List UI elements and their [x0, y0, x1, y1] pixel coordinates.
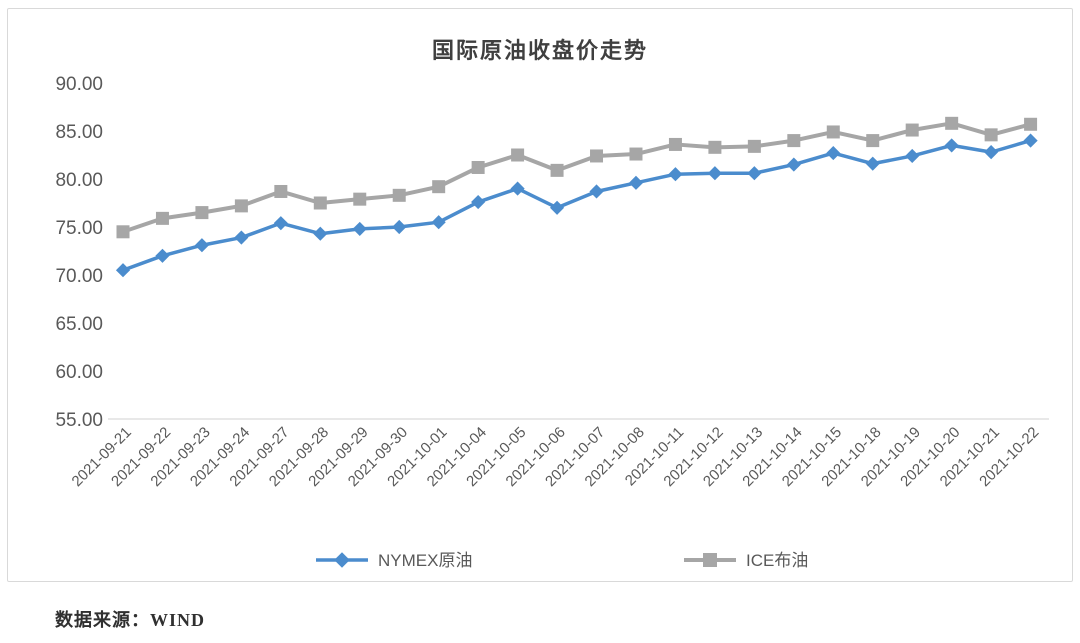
ice-marker — [313, 196, 327, 210]
ice-marker — [590, 149, 604, 163]
chart-panel: 国际原油收盘价走势 55.00 60.00 65.00 70.00 75.00 80.00… — [7, 8, 1073, 582]
y-axis-tick-label: 75.00 — [55, 218, 103, 239]
ice-marker — [787, 134, 801, 148]
ice-marker — [195, 206, 209, 220]
nymex-marker — [1023, 133, 1038, 148]
nymex-marker — [826, 146, 841, 161]
ice-marker — [708, 140, 722, 154]
ice-marker — [234, 199, 248, 213]
ice-marker — [432, 180, 446, 194]
ice-marker — [471, 160, 485, 174]
ice-marker — [984, 128, 998, 142]
nymex-marker — [747, 166, 762, 181]
ice-marker — [826, 125, 840, 139]
nymex-series-line — [122, 138, 1032, 272]
legend-ice-label: ICE布油 — [746, 551, 808, 570]
ice-marker — [747, 139, 761, 153]
nymex-marker — [234, 230, 249, 245]
ice-marker — [668, 137, 682, 151]
nymex-marker — [786, 157, 801, 172]
ice-marker — [274, 184, 288, 198]
legend-ice-marker — [703, 553, 717, 567]
legend-nymex-label: NYMEX原油 — [378, 551, 472, 570]
y-axis-tick-label: 65.00 — [55, 314, 103, 335]
ice-marker — [155, 211, 169, 225]
ice-marker — [1024, 117, 1038, 131]
ice-marker — [511, 148, 525, 162]
ice-marker — [116, 225, 130, 239]
ice-marker — [866, 134, 880, 148]
ice-marker — [550, 163, 564, 177]
nymex-marker — [392, 219, 407, 235]
legend-nymex-marker — [334, 552, 350, 568]
chart-title: 国际原油收盘价走势 — [431, 38, 648, 63]
nymex-marker — [155, 248, 170, 263]
y-axis-tick-label: 55.00 — [55, 410, 103, 431]
y-axis-tick-label: 80.00 — [55, 170, 103, 191]
ice-series-line — [122, 121, 1032, 234]
nymex-marker — [510, 181, 525, 196]
ice-marker — [392, 188, 406, 202]
ice-marker — [629, 147, 643, 161]
nymex-marker — [628, 175, 644, 190]
y-axis-tick-label: 70.00 — [55, 266, 103, 287]
nymex-marker — [431, 215, 446, 230]
nymex-marker — [984, 145, 999, 160]
y-axis-tick-label: 90.00 — [55, 74, 103, 95]
nymex-marker — [549, 200, 565, 215]
nymex-marker — [905, 148, 920, 164]
nymex-marker — [471, 194, 486, 210]
chart-svg: 55.00 60.00 65.00 70.00 75.00 80.00 85.00 90.00… — [55, 74, 1049, 570]
y-axis-tick-label: 85.00 — [55, 122, 103, 143]
nymex-marker — [944, 138, 959, 153]
nymex-marker — [115, 263, 131, 278]
nymex-marker — [352, 221, 367, 236]
ice-marker — [945, 116, 959, 130]
nymex-marker — [194, 238, 209, 253]
ice-marker — [353, 192, 367, 206]
source-note: 数据来源：WIND — [55, 610, 206, 630]
ice-marker — [905, 123, 919, 137]
nymex-marker — [707, 166, 722, 181]
nymex-marker — [273, 216, 288, 231]
nymex-marker — [865, 156, 880, 171]
nymex-marker — [313, 226, 328, 241]
nymex-marker — [668, 167, 683, 182]
nymex-marker — [589, 184, 604, 199]
y-axis-tick-label: 60.00 — [55, 362, 103, 383]
